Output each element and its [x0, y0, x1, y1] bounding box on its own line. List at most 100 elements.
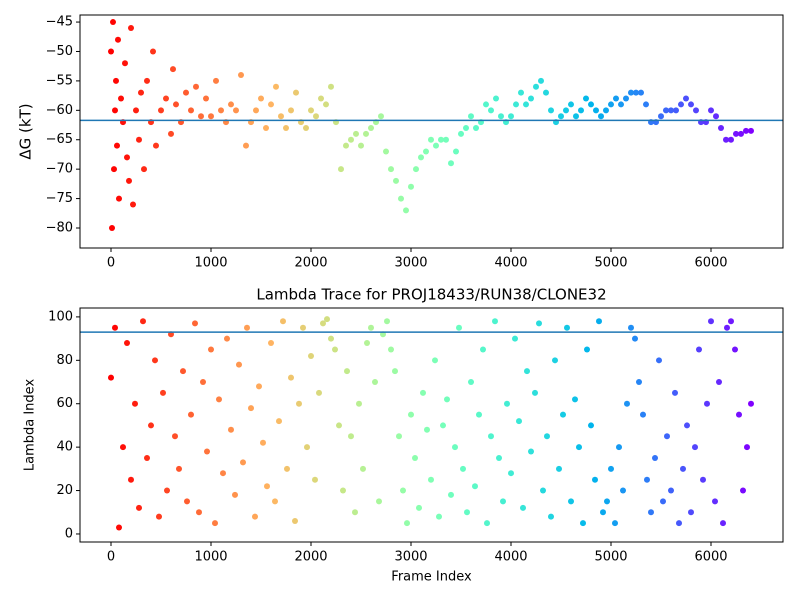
point	[708, 107, 714, 114]
point	[303, 124, 309, 131]
point	[140, 318, 146, 325]
point	[498, 113, 504, 120]
point	[580, 520, 586, 527]
point	[136, 136, 142, 143]
point	[464, 509, 470, 516]
point	[556, 465, 562, 472]
point	[144, 454, 150, 461]
y-axis-label: Lambda Index	[23, 379, 38, 472]
point	[644, 476, 650, 483]
point	[204, 448, 210, 455]
point	[528, 448, 534, 455]
point	[688, 101, 694, 108]
point	[130, 201, 136, 208]
point	[116, 524, 122, 531]
x-axis-label: Frame Index	[391, 570, 472, 585]
point	[248, 405, 254, 412]
point	[258, 95, 264, 102]
point	[328, 83, 334, 90]
point	[688, 509, 694, 516]
point	[208, 346, 214, 353]
point	[276, 418, 282, 425]
point	[652, 454, 658, 461]
point	[344, 368, 350, 375]
point	[448, 160, 454, 167]
point	[218, 107, 224, 114]
point	[628, 324, 634, 331]
point	[108, 374, 114, 381]
point	[573, 113, 579, 120]
point	[288, 107, 294, 114]
y-tick-label: 0	[65, 526, 73, 541]
point	[308, 352, 314, 359]
point	[743, 127, 749, 134]
point	[224, 335, 230, 342]
point	[293, 89, 299, 96]
point	[393, 177, 399, 184]
point	[463, 124, 469, 131]
point	[476, 411, 482, 418]
x-tick-label: 4000	[494, 256, 527, 271]
point	[548, 513, 554, 520]
point	[232, 491, 238, 498]
point	[323, 101, 329, 108]
x-tick-label: 5000	[594, 256, 627, 271]
point	[268, 339, 274, 346]
point	[613, 95, 619, 102]
point	[512, 335, 518, 342]
point	[723, 136, 729, 143]
point	[164, 487, 170, 494]
point	[472, 483, 478, 490]
point	[336, 422, 342, 429]
point	[180, 368, 186, 375]
point	[363, 130, 369, 137]
point	[618, 101, 624, 108]
point	[113, 77, 119, 84]
point	[593, 107, 599, 114]
x-tick-label: 3000	[394, 256, 427, 271]
point	[118, 95, 124, 102]
point	[576, 444, 582, 451]
point	[720, 520, 726, 527]
point	[228, 101, 234, 108]
point	[216, 396, 222, 403]
point	[616, 444, 622, 451]
point	[643, 101, 649, 108]
y-tick-label: 40	[56, 440, 73, 455]
point	[452, 444, 458, 451]
point	[624, 400, 630, 407]
point	[200, 379, 206, 386]
y-tick-label: 20	[56, 483, 73, 498]
point	[278, 113, 284, 120]
point	[460, 465, 466, 472]
point	[343, 142, 349, 149]
point	[518, 89, 524, 96]
point	[583, 95, 589, 102]
point	[404, 520, 410, 527]
point	[126, 177, 132, 184]
point	[288, 374, 294, 381]
point	[353, 130, 359, 137]
y-tick-label: 100	[48, 309, 73, 324]
point	[632, 335, 638, 342]
point	[568, 498, 574, 505]
point	[432, 357, 438, 364]
point	[338, 166, 344, 173]
point	[420, 389, 426, 396]
point	[308, 107, 314, 114]
point	[148, 422, 154, 429]
x-tick-label: 0	[107, 256, 115, 271]
point	[324, 316, 330, 323]
point	[693, 107, 699, 114]
point	[252, 513, 258, 520]
point	[748, 127, 754, 134]
point	[458, 130, 464, 137]
point	[453, 148, 459, 155]
point	[304, 444, 310, 451]
point	[400, 487, 406, 494]
point	[114, 142, 120, 149]
point	[680, 465, 686, 472]
point	[416, 504, 422, 511]
point	[256, 383, 262, 390]
